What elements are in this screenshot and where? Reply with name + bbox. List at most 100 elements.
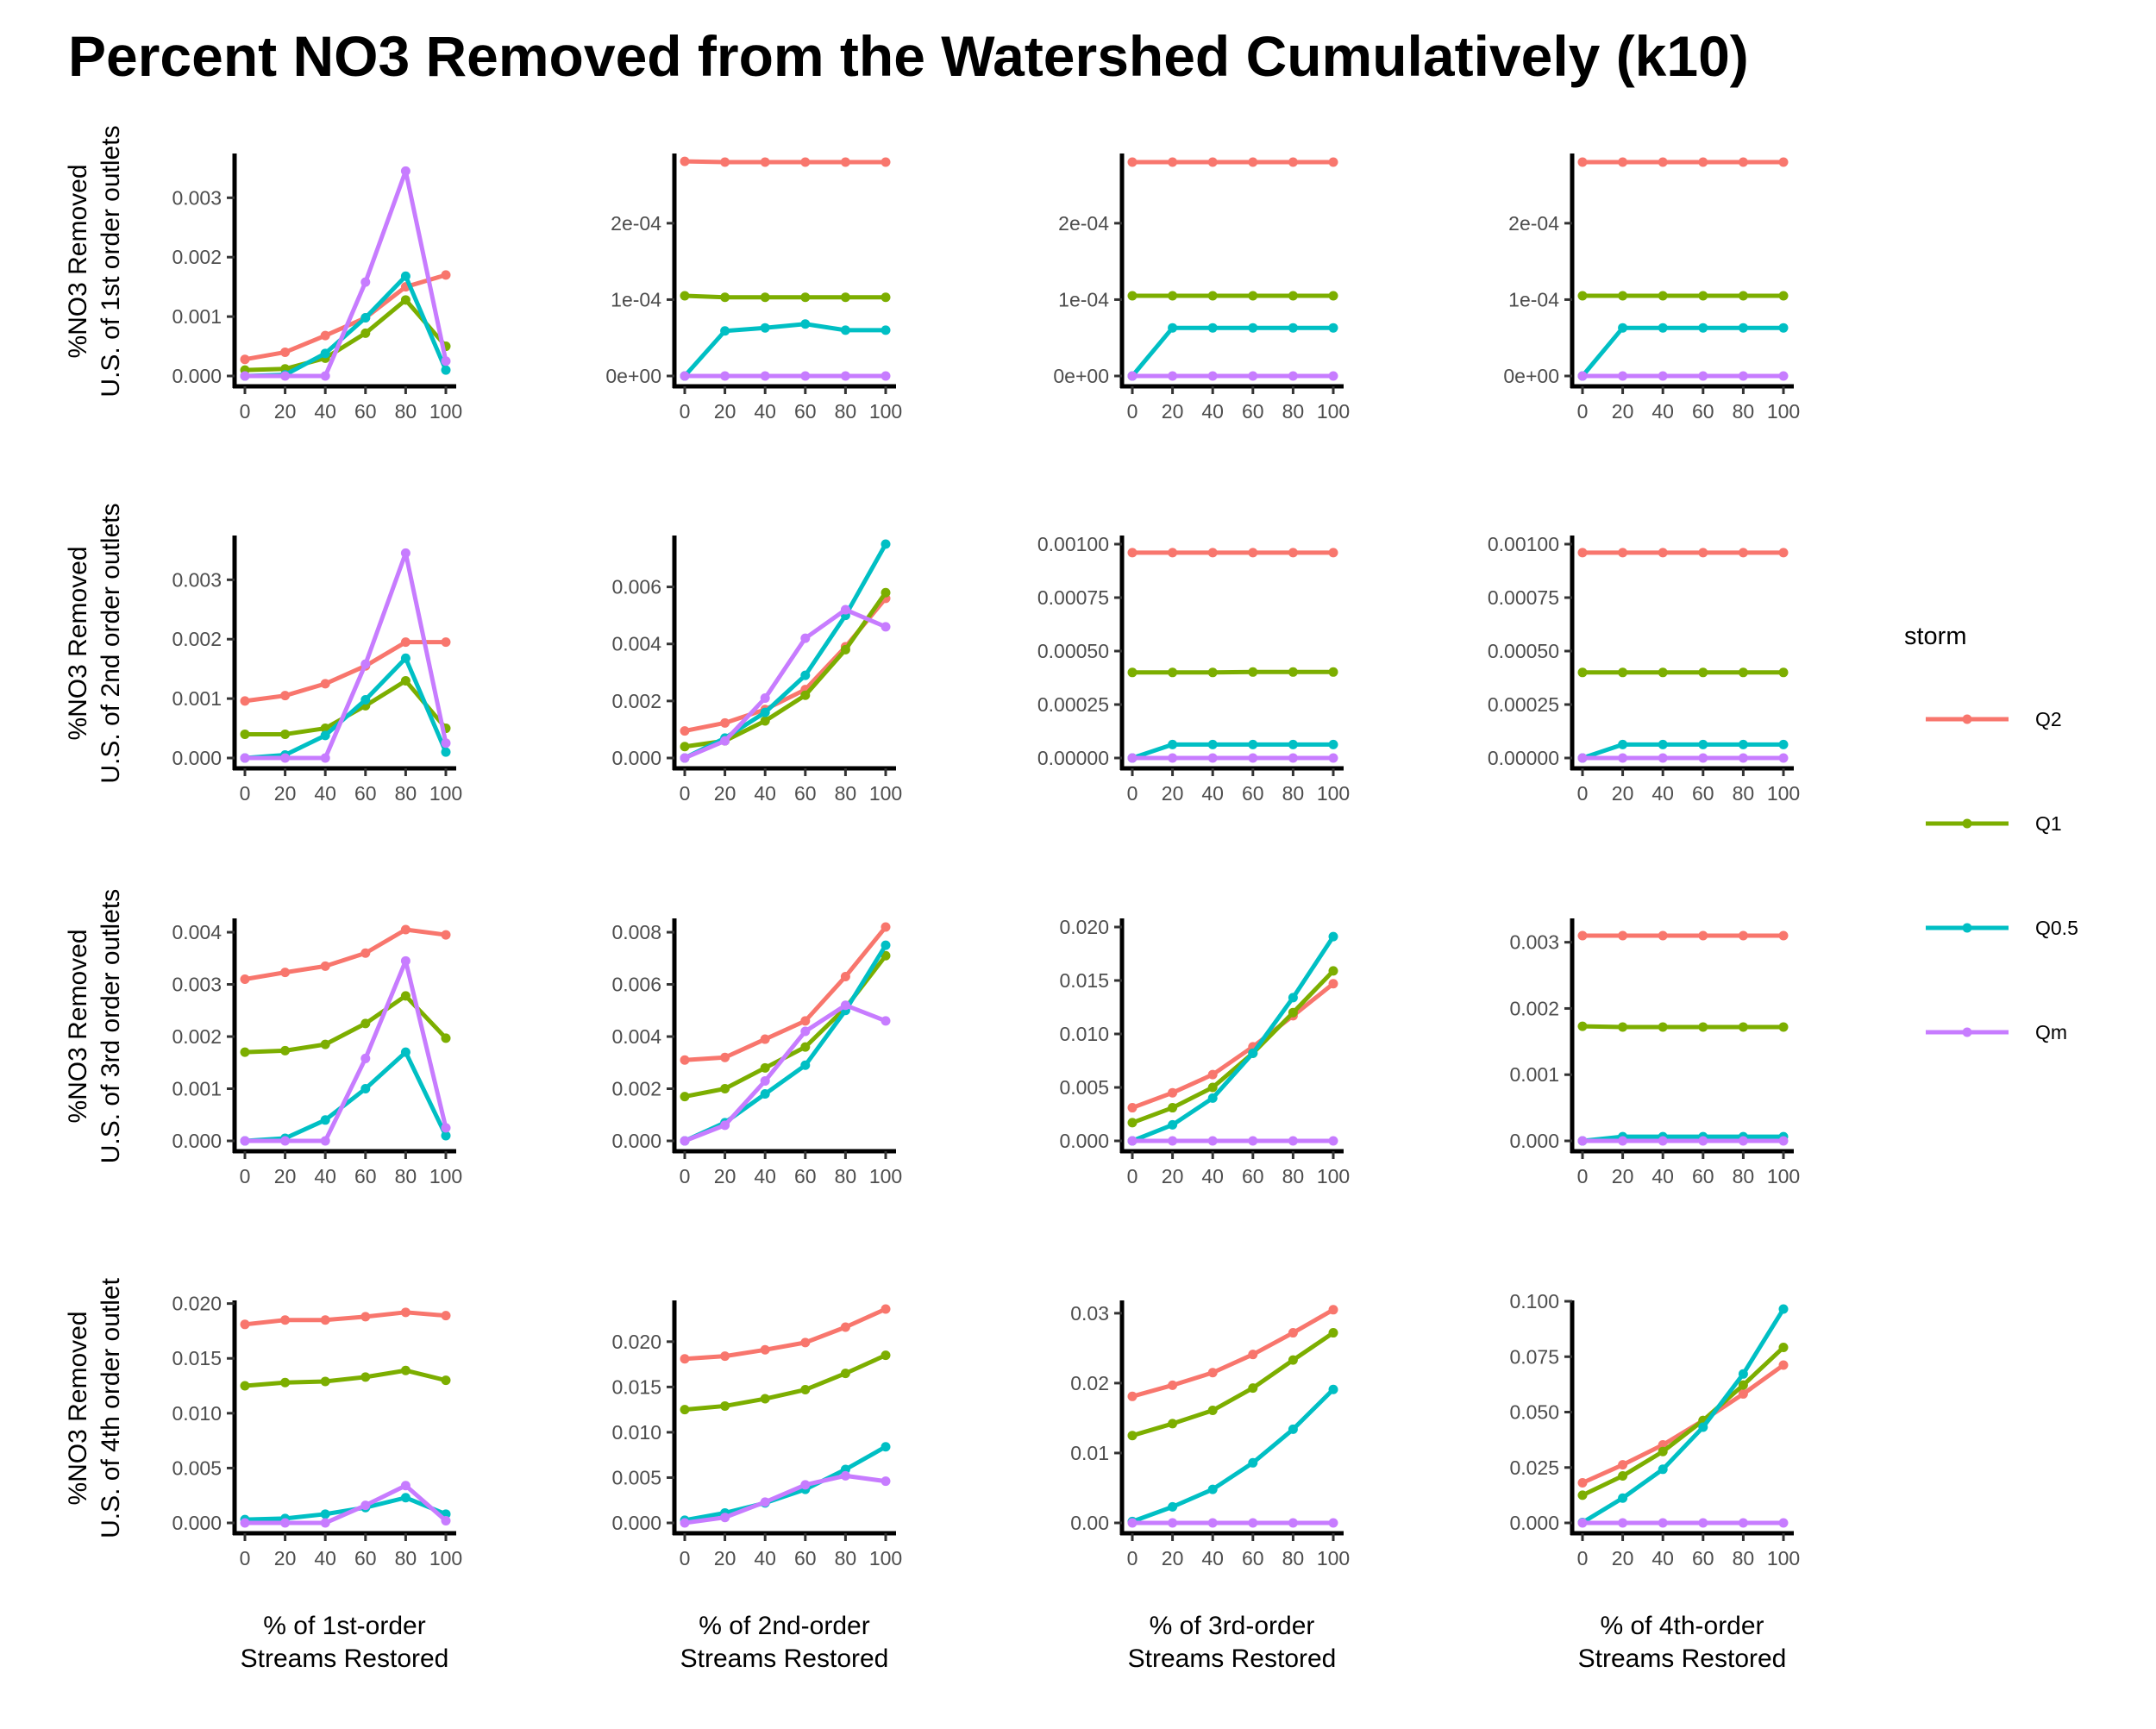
y-tick-label: 0.00000 bbox=[1037, 747, 1109, 769]
data-point-Qm bbox=[241, 372, 250, 381]
x-tick-label: 40 bbox=[754, 400, 776, 423]
legend-title: storm bbox=[1904, 623, 1967, 650]
data-point-Q1 bbox=[1128, 1431, 1138, 1440]
row-label-line: %NO3 Removed bbox=[64, 929, 92, 1123]
row-label-line: %NO3 Removed bbox=[64, 164, 92, 358]
y-tick-label: 0.01 bbox=[1070, 1442, 1109, 1464]
y-tick-label: 0.00050 bbox=[1037, 640, 1109, 662]
x-tick-label: 80 bbox=[395, 782, 417, 805]
data-point-Qm bbox=[841, 1471, 850, 1481]
data-point-Q1 bbox=[881, 1350, 891, 1360]
y-tick-label: 0e+00 bbox=[1503, 365, 1559, 387]
data-point-Qm bbox=[680, 372, 690, 381]
data-point-Qm bbox=[800, 634, 810, 643]
x-tick-label: 60 bbox=[1692, 1165, 1714, 1187]
data-point-Q0.5 bbox=[1739, 1369, 1748, 1379]
x-tick-label: 60 bbox=[794, 1547, 817, 1569]
legend-key-point bbox=[1963, 715, 1972, 724]
y-tick-label: 0.015 bbox=[172, 1347, 222, 1369]
x-tick-label: 80 bbox=[1282, 782, 1305, 805]
col-label-line: % of 2nd-order bbox=[699, 1612, 869, 1640]
y-tick-label: 0.001 bbox=[1509, 1063, 1559, 1086]
x-tick-label: 40 bbox=[1201, 782, 1224, 805]
data-point-Qm bbox=[761, 693, 770, 703]
data-point-Qm bbox=[1779, 1519, 1789, 1528]
data-point-Q0.5 bbox=[841, 325, 850, 335]
data-point-Qm bbox=[1329, 1137, 1338, 1146]
series-line-Qm bbox=[245, 553, 446, 758]
data-point-Q1 bbox=[1739, 667, 1748, 677]
data-point-Qm bbox=[800, 1026, 810, 1036]
data-point-Q2 bbox=[442, 270, 451, 279]
data-point-Q1 bbox=[841, 645, 850, 655]
x-tick-label: 40 bbox=[1201, 1547, 1224, 1569]
data-point-Qm bbox=[1779, 754, 1789, 763]
x-tick-label: 0 bbox=[680, 1547, 691, 1569]
x-tick-label: 60 bbox=[1242, 1165, 1264, 1187]
data-point-Q2 bbox=[280, 1315, 290, 1325]
data-point-Q0.5 bbox=[1618, 323, 1627, 333]
data-point-Qm bbox=[1168, 1137, 1177, 1146]
series-line-Q2 bbox=[1583, 1365, 1783, 1482]
data-point-Q2 bbox=[1329, 158, 1338, 167]
series-line-Q1 bbox=[685, 955, 886, 1096]
x-tick-label: 100 bbox=[869, 1547, 902, 1569]
data-point-Q2 bbox=[1618, 1460, 1627, 1469]
data-point-Q2 bbox=[1248, 548, 1257, 557]
legend-item-Q2: Q2 bbox=[1926, 708, 2062, 730]
y-tick-label: 0.002 bbox=[1509, 997, 1559, 1019]
data-point-Q1 bbox=[881, 588, 891, 598]
series-line-Q0.5 bbox=[1132, 1389, 1333, 1521]
data-point-Q1 bbox=[761, 1394, 770, 1404]
x-tick-label: 100 bbox=[429, 782, 462, 805]
x-tick-label: 0 bbox=[1577, 1165, 1589, 1187]
data-point-Q0.5 bbox=[1329, 932, 1338, 942]
data-point-Q2 bbox=[1779, 158, 1789, 167]
data-point-Qm bbox=[360, 278, 370, 287]
y-tick-label: 0.03 bbox=[1070, 1302, 1109, 1325]
data-point-Q1 bbox=[1128, 291, 1138, 301]
data-point-Qm bbox=[761, 1497, 770, 1507]
data-point-Qm bbox=[761, 1076, 770, 1086]
data-point-Qm bbox=[720, 736, 730, 746]
data-point-Q2 bbox=[720, 1351, 730, 1361]
x-tick-label: 40 bbox=[314, 782, 336, 805]
data-point-Qm bbox=[881, 1016, 891, 1025]
data-point-Q2 bbox=[761, 1035, 770, 1044]
y-tick-label: 0.000 bbox=[1509, 1512, 1559, 1534]
data-point-Q1 bbox=[1248, 667, 1257, 677]
data-point-Q1 bbox=[241, 1381, 250, 1391]
x-tick-label: 80 bbox=[1733, 1547, 1755, 1569]
data-point-Q2 bbox=[241, 1319, 250, 1329]
x-tick-label: 80 bbox=[1282, 1547, 1305, 1569]
x-tick-label: 40 bbox=[1651, 1165, 1674, 1187]
data-point-Q2 bbox=[442, 1311, 451, 1320]
data-point-Q2 bbox=[1168, 158, 1177, 167]
y-tick-label: 0.001 bbox=[172, 1078, 222, 1100]
data-point-Qm bbox=[1208, 1137, 1218, 1146]
y-tick-label: 0.00075 bbox=[1037, 586, 1109, 609]
col-label-line: % of 4th-order bbox=[1600, 1612, 1764, 1640]
data-point-Q1 bbox=[1698, 291, 1708, 301]
data-point-Q1 bbox=[1658, 667, 1668, 677]
data-point-Q1 bbox=[1208, 667, 1218, 677]
data-point-Qm bbox=[1329, 1519, 1338, 1528]
y-tick-label: 2e-04 bbox=[1508, 212, 1559, 235]
data-point-Q2 bbox=[1329, 979, 1338, 988]
data-point-Qm bbox=[1248, 1519, 1257, 1528]
data-point-Qm bbox=[1329, 372, 1338, 381]
data-point-Q2 bbox=[1698, 548, 1708, 557]
data-point-Q0.5 bbox=[881, 540, 891, 549]
legend-key-point bbox=[1963, 1028, 1972, 1037]
y-tick-label: 0.005 bbox=[611, 1466, 661, 1488]
y-tick-label: 0.02 bbox=[1070, 1372, 1109, 1394]
chart-title: Percent NO3 Removed from the Watershed C… bbox=[68, 24, 1749, 88]
data-point-Q0.5 bbox=[442, 748, 451, 757]
y-tick-label: 0.002 bbox=[611, 1078, 661, 1100]
data-point-Qm bbox=[442, 356, 451, 366]
y-tick-label: 0.004 bbox=[611, 1025, 661, 1048]
